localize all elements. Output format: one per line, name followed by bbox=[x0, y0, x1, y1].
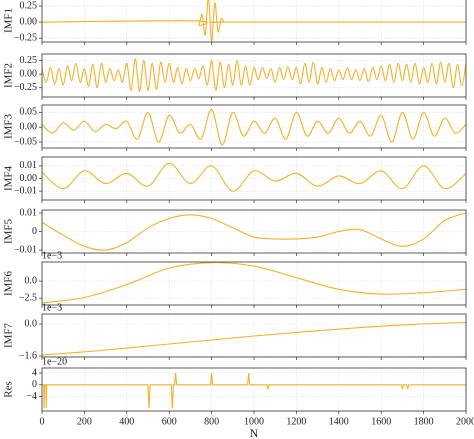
x-tick-label: 1400 bbox=[329, 416, 349, 427]
offset-text: 1e−3 bbox=[42, 302, 62, 313]
signal-line bbox=[41, 108, 467, 146]
y-tick-label: 0 bbox=[32, 226, 37, 237]
axes-frame bbox=[41, 209, 467, 254]
x-tick-label: 400 bbox=[119, 416, 134, 427]
signal-line bbox=[41, 212, 467, 251]
y-tick-label: 0.05 bbox=[20, 107, 38, 118]
y-axis-label: IMF6 bbox=[3, 270, 15, 296]
y-tick-label: −1.6 bbox=[19, 350, 37, 361]
y-tick-label: 0.00 bbox=[20, 68, 38, 79]
y-tick-label: −0.01 bbox=[14, 185, 37, 196]
x-axis-label: N bbox=[250, 426, 259, 439]
y-tick-label: 0.00 bbox=[20, 16, 38, 27]
y-tick-label: 0 bbox=[32, 379, 37, 390]
x-tick-label: 0 bbox=[40, 416, 45, 427]
y-tick-label: 0.0 bbox=[25, 318, 38, 329]
y-axis-label: IMF1 bbox=[3, 8, 15, 33]
x-tick-label: 200 bbox=[77, 416, 92, 427]
axes-frame bbox=[41, 53, 467, 98]
y-tick-label: 4 bbox=[32, 367, 37, 378]
signal-line bbox=[41, 162, 467, 192]
y-tick-label: 0.01 bbox=[20, 207, 38, 218]
signal-line bbox=[42, 372, 466, 409]
y-tick-label: −2.5 bbox=[19, 292, 37, 303]
signal-line bbox=[41, 0, 466, 42]
axes-frame bbox=[41, 156, 467, 201]
signal-line bbox=[41, 321, 467, 356]
y-tick-label: 0.01 bbox=[20, 160, 38, 171]
y-axis-label: IMF5 bbox=[3, 218, 15, 244]
y-tick-label: −0.05 bbox=[14, 136, 37, 147]
signal-line bbox=[41, 58, 467, 93]
y-axis-label: IMF4 bbox=[3, 165, 15, 191]
x-tick-label: 800 bbox=[204, 416, 219, 427]
y-tick-label: 0.25 bbox=[20, 55, 38, 66]
y-tick-label: 0.0 bbox=[25, 275, 38, 286]
axes-frame bbox=[41, 367, 467, 412]
axes-frame bbox=[41, 104, 467, 149]
x-tick-label: 1000 bbox=[244, 416, 264, 427]
axes-frame bbox=[41, 261, 467, 306]
offset-text: 1e−3 bbox=[42, 250, 62, 261]
x-tick-label: 1800 bbox=[414, 416, 434, 427]
x-tick-label: 1200 bbox=[286, 416, 306, 427]
y-tick-label: 0.00 bbox=[20, 173, 38, 184]
x-tick-label: 2000 bbox=[456, 416, 474, 427]
y-axis-label: IMF7 bbox=[3, 322, 15, 348]
axes-frame bbox=[41, 313, 467, 358]
y-axis-label: Res bbox=[3, 381, 15, 398]
y-axis-label: IMF3 bbox=[3, 113, 15, 139]
signal-line bbox=[41, 262, 467, 304]
axes-frame bbox=[41, 0, 467, 43]
y-tick-label: −0.25 bbox=[14, 82, 37, 93]
offset-text: 1e−20 bbox=[42, 356, 67, 367]
y-axis-label: IMF2 bbox=[3, 63, 15, 88]
y-tick-label: −0.01 bbox=[14, 244, 37, 255]
y-tick-label: 0.00 bbox=[20, 122, 38, 133]
x-tick-label: 600 bbox=[162, 416, 177, 427]
y-tick-label: 0.25 bbox=[20, 0, 38, 11]
y-tick-label: −4 bbox=[26, 391, 37, 402]
x-tick-label: 1600 bbox=[371, 416, 391, 427]
y-tick-label: −0.25 bbox=[14, 32, 37, 43]
